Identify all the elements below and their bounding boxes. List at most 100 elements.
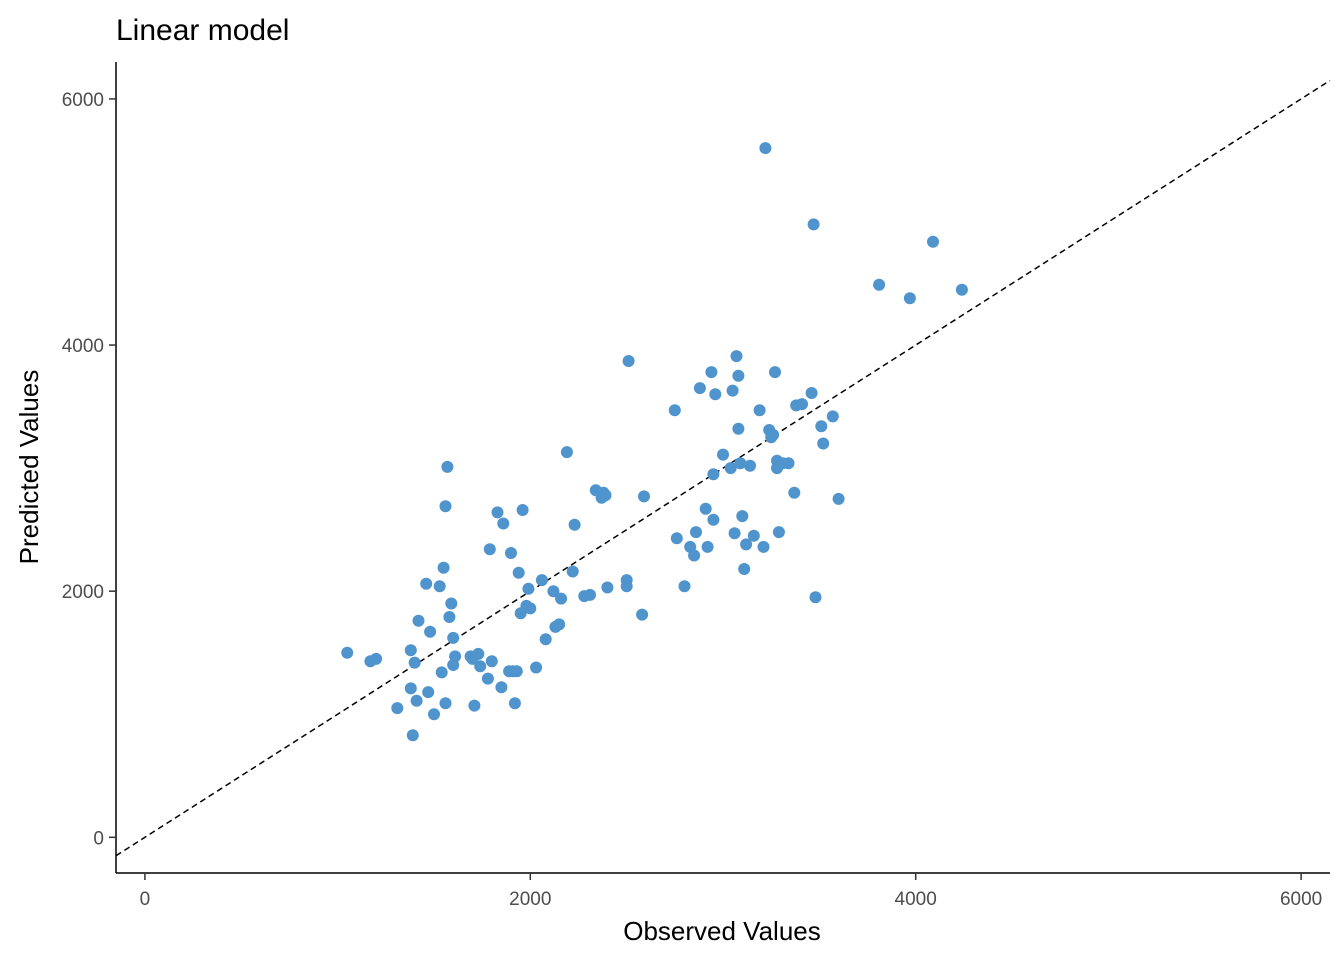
- data-point-8: [410, 694, 423, 707]
- data-point-78: [705, 366, 718, 379]
- data-point-21: [445, 597, 458, 610]
- data-point-112: [809, 591, 822, 604]
- data-point-118: [903, 292, 916, 305]
- data-point-119: [927, 235, 939, 248]
- data-point-28: [472, 647, 485, 660]
- data-point-9: [412, 614, 425, 627]
- data-point-89: [734, 457, 747, 470]
- data-point-10: [420, 577, 433, 590]
- data-point-6: [406, 729, 419, 742]
- data-point-14: [433, 580, 446, 593]
- data-point-29: [474, 660, 487, 673]
- data-point-87: [732, 369, 745, 382]
- data-point-46: [524, 602, 537, 615]
- data-point-23: [447, 631, 460, 644]
- data-point-91: [738, 563, 751, 575]
- data-point-75: [693, 382, 706, 395]
- data-point-2: [370, 652, 383, 665]
- data-point-52: [553, 618, 566, 631]
- data-point-107: [788, 486, 801, 499]
- data-point-90: [736, 510, 749, 523]
- data-point-41: [512, 566, 525, 579]
- data-point-20: [443, 611, 456, 623]
- x-tick-label: 2000: [509, 889, 551, 910]
- data-point-70: [670, 532, 683, 545]
- data-point-30: [481, 672, 494, 685]
- data-point-97: [759, 142, 772, 155]
- data-point-101: [769, 366, 781, 379]
- data-point-27: [468, 699, 481, 712]
- data-point-17: [439, 697, 452, 710]
- chart-title: Linear model: [116, 14, 289, 47]
- data-point-33: [491, 506, 504, 519]
- data-point-85: [728, 527, 741, 540]
- data-point-69: [668, 404, 681, 417]
- data-point-50: [547, 585, 560, 598]
- data-point-95: [753, 404, 766, 417]
- data-point-5: [404, 682, 417, 695]
- data-point-32: [485, 655, 498, 668]
- data-point-34: [495, 681, 508, 694]
- data-point-37: [505, 547, 517, 559]
- data-point-116: [832, 492, 845, 505]
- data-point-4: [404, 644, 417, 657]
- data-point-73: [688, 549, 701, 562]
- data-point-117: [873, 278, 886, 291]
- data-point-111: [807, 218, 820, 231]
- data-point-110: [805, 387, 818, 399]
- data-point-15: [435, 666, 448, 679]
- x-axis-title: Observed Values: [623, 916, 821, 946]
- x-tick-label: 6000: [1280, 889, 1322, 910]
- data-point-109: [796, 398, 808, 411]
- data-point-68: [638, 490, 650, 503]
- data-point-71: [678, 580, 691, 593]
- data-point-86: [730, 350, 743, 363]
- data-point-56: [568, 518, 581, 531]
- data-point-113: [815, 420, 828, 433]
- data-point-104: [772, 526, 785, 539]
- y-axis: 0 2000 4000 6000: [62, 62, 117, 873]
- data-point-66: [622, 355, 635, 367]
- data-point-16: [437, 561, 450, 574]
- data-point-18: [439, 500, 452, 513]
- data-point-12: [424, 625, 437, 638]
- data-point-62: [599, 489, 612, 502]
- data-point-63: [601, 581, 614, 594]
- data-point-81: [709, 388, 722, 401]
- data-point-120: [955, 283, 968, 296]
- data-point-47: [530, 661, 543, 674]
- data-point-0: [341, 646, 354, 659]
- data-point-55: [566, 565, 579, 578]
- data-point-65: [620, 580, 633, 593]
- y-tick-label: 4000: [62, 336, 104, 357]
- data-point-24: [449, 650, 462, 663]
- data-point-35: [497, 517, 510, 530]
- data-point-115: [826, 410, 839, 423]
- data-point-74: [690, 526, 702, 539]
- data-point-45: [522, 582, 535, 595]
- data-point-92: [740, 538, 753, 551]
- data-point-80: [707, 513, 720, 526]
- y-tick-label: 0: [93, 828, 104, 849]
- data-point-53: [555, 592, 568, 605]
- data-point-82: [717, 448, 729, 461]
- data-point-83: [724, 462, 737, 475]
- plot-area: [115, 79, 1331, 857]
- identity-reference-line: [115, 79, 1331, 857]
- data-point-84: [726, 384, 739, 397]
- data-point-11: [422, 686, 435, 699]
- data-point-19: [441, 460, 454, 473]
- data-points: [341, 142, 968, 742]
- data-point-79: [707, 468, 720, 481]
- data-point-96: [757, 540, 770, 553]
- data-point-43: [516, 504, 529, 516]
- data-point-40: [510, 665, 523, 678]
- data-point-100: [767, 428, 780, 441]
- data-point-114: [817, 437, 830, 450]
- data-point-39: [508, 697, 521, 710]
- data-point-67: [636, 608, 649, 621]
- data-point-54: [560, 446, 573, 459]
- y-axis-title: Predicted Values: [14, 370, 44, 565]
- data-point-93: [744, 459, 756, 472]
